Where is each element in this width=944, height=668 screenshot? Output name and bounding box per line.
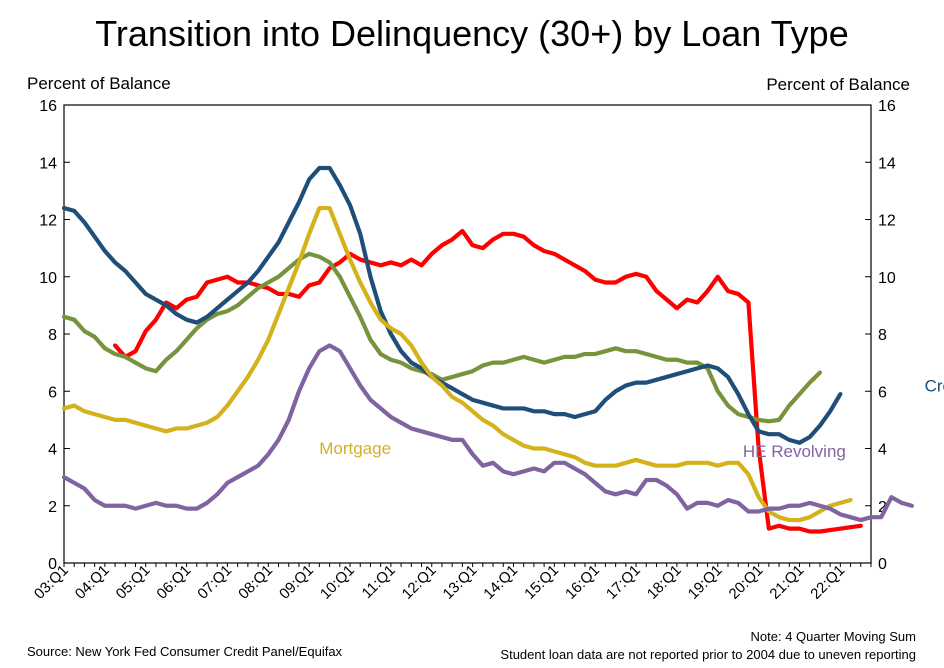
x-tick-label: 05:Q1 <box>113 562 154 603</box>
x-tick-label: 13:Q1 <box>440 562 481 603</box>
y-tick-label-left: 4 <box>48 442 57 459</box>
source-note: Source: New York Fed Consumer Credit Pan… <box>27 644 343 659</box>
x-tick-label: 17:Q1 <box>603 562 644 603</box>
x-tick-label: 22:Q1 <box>807 562 848 603</box>
series-line-mortgage <box>61 205 853 523</box>
x-tick-label: 07:Q1 <box>194 562 235 603</box>
y-tick-label-right: 14 <box>878 155 896 172</box>
x-tick-label: 20:Q1 <box>726 562 767 603</box>
x-tick-label: 11:Q1 <box>359 562 399 602</box>
y-tick-label-right: 4 <box>878 442 887 459</box>
y-tick-label-left: 0 <box>48 556 57 573</box>
x-tick-label: 04:Q1 <box>72 562 113 603</box>
x-tick-label: 06:Q1 <box>153 562 194 603</box>
y-tick-label-left: 6 <box>48 384 57 401</box>
y-tick-label-right: 0 <box>878 556 887 573</box>
left-axis-title: Percent of Balance <box>27 74 171 93</box>
y-tick-label-right: 12 <box>878 213 896 230</box>
x-tick-label: 15:Q1 <box>521 562 562 603</box>
y-tick-label-right: 10 <box>878 270 896 287</box>
x-tick-label: 09:Q1 <box>276 562 317 603</box>
right-y-axis: 0 2 4 6 8 10 12 14 16 <box>865 98 896 573</box>
series-label-mortgage: Mortgage <box>319 439 391 458</box>
y-tick-label-right: 8 <box>878 327 887 344</box>
x-tick-label: 08:Q1 <box>235 562 276 603</box>
series-line-he-revolving <box>61 343 914 523</box>
series-label-he-revolving: HE Revolving <box>743 442 846 461</box>
y-tick-label-left: 14 <box>39 155 57 172</box>
y-tick-label-left: 8 <box>48 327 57 344</box>
x-tick-label: 19:Q1 <box>685 562 726 603</box>
y-tick-label-left: 16 <box>39 98 57 115</box>
series-line-credit-card <box>61 165 843 445</box>
x-tick-label: 21:Q1 <box>766 562 807 603</box>
x-tick-label: 16:Q1 <box>562 562 603 603</box>
x-tick-label: 10:Q1 <box>317 562 358 603</box>
right-axis-title: Percent of Balance <box>766 75 910 94</box>
x-tick-label: 14:Q1 <box>480 562 521 603</box>
student-loan-note: Student loan data are not reported prior… <box>500 647 916 662</box>
x-tick-label: 18:Q1 <box>644 562 685 603</box>
moving-sum-note: Note: 4 Quarter Moving Sum <box>751 629 916 644</box>
x-axis: 03:Q1 04:Q1 05:Q1 06:Q1 07:Q1 08:Q1 09:Q1 10:Q1… <box>31 562 872 603</box>
chart-title: Transition into Delinquency (30+) by Loa… <box>95 13 848 54</box>
y-tick-label-right: 16 <box>878 98 896 115</box>
series-line-auto-loan <box>61 251 823 424</box>
series-label-credit-card: Credit Card <box>925 376 944 395</box>
y-tick-label-right: 6 <box>878 384 887 401</box>
series-labels: Student LoanAuto LoanCredit CardMortgage… <box>319 376 944 461</box>
y-tick-label-left: 12 <box>39 213 57 230</box>
series-line-student-loan <box>112 228 863 534</box>
y-tick-label-right: 2 <box>878 499 887 516</box>
left-y-axis: 0 2 4 6 8 10 12 14 16 <box>39 98 70 573</box>
y-tick-label-left: 2 <box>48 499 57 516</box>
x-tick-label: 12:Q1 <box>399 562 440 603</box>
series-lines <box>61 165 914 534</box>
y-tick-label-left: 10 <box>39 270 57 287</box>
